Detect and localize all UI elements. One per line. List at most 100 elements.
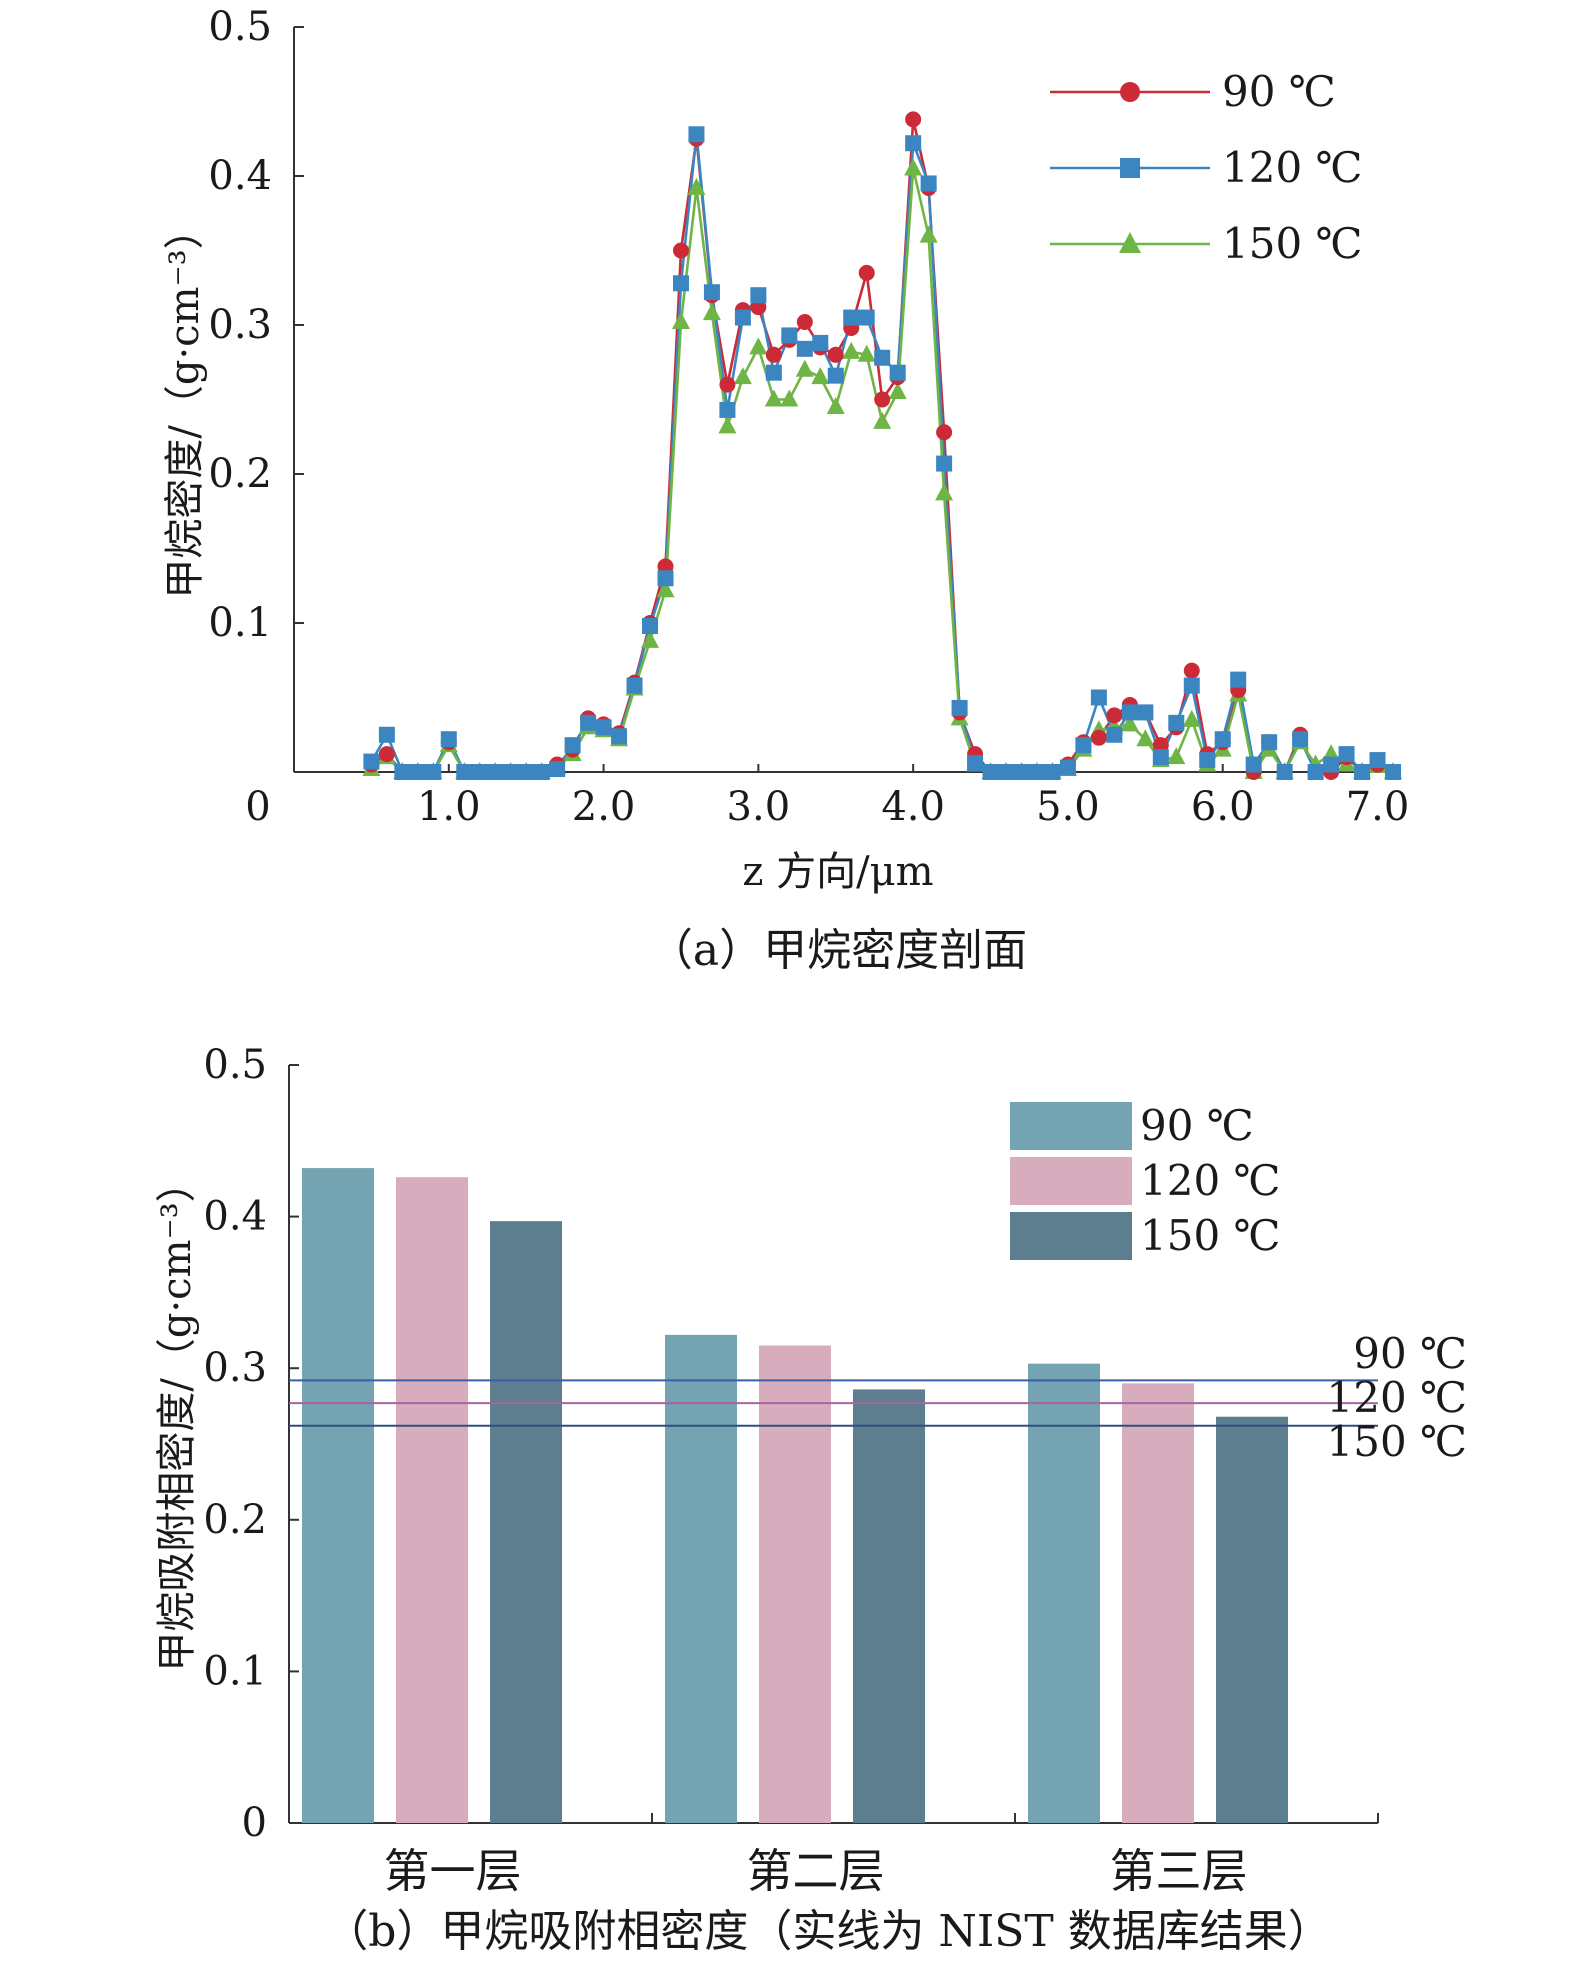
a-point-series-2 [812, 334, 829, 351]
a-point-series-3 [733, 367, 752, 385]
b-bar-2 [1122, 1383, 1194, 1823]
a-point-series-2 [471, 764, 488, 780]
panel-b-bars [302, 1168, 1288, 1823]
a-point-series-3 [749, 337, 768, 355]
b-y-tick-label: 0.2 [203, 1497, 267, 1543]
a-point-series-2 [1044, 764, 1061, 780]
a-point-series-2 [626, 677, 643, 694]
a-point-series-1 [905, 111, 922, 128]
a-point-series-2 [378, 726, 395, 743]
b-y-tick-label: 0.5 [203, 1042, 267, 1088]
a-point-series-2 [858, 309, 875, 326]
a-point-series-2 [1106, 726, 1123, 743]
b-bar-1 [1028, 1363, 1100, 1823]
panel-a-y-axis-label: 甲烷密度/（g·cm⁻³） [162, 209, 208, 598]
a-x-tick-label: 7.0 [1346, 784, 1410, 830]
b-reference-label: 150 ℃ [1327, 1417, 1468, 1466]
a-x-tick-label: 2.0 [572, 784, 636, 830]
a-point-series-2 [750, 287, 767, 304]
panel-b-legend: 90 ℃ 120 ℃ 150 ℃ [1010, 1101, 1281, 1260]
a-point-series-3 [795, 359, 814, 377]
a-point-series-1 [719, 376, 736, 393]
a-point-series-2 [827, 367, 844, 384]
a-point-series-3 [687, 177, 706, 195]
a-point-series-2 [595, 719, 612, 736]
a-point-series-2 [982, 764, 999, 780]
a-point-series-1 [1106, 707, 1123, 724]
a-point-series-3 [935, 483, 954, 501]
a-point-series-2 [998, 764, 1015, 780]
a-y-tick-label: 0.3 [208, 302, 272, 348]
a-point-series-2 [1090, 689, 1107, 706]
b-bar-2 [396, 1177, 468, 1823]
a-point-series-2 [363, 753, 380, 770]
a-point-series-1 [858, 264, 875, 281]
b-reference-label: 90 ℃ [1353, 1329, 1467, 1378]
b-bar-3 [490, 1221, 562, 1823]
a-point-series-1 [827, 346, 844, 363]
a-point-series-2 [967, 755, 984, 772]
b-legend-swatch [1010, 1102, 1132, 1150]
a-point-series-2 [920, 175, 937, 192]
a-point-series-1 [936, 424, 953, 441]
a-point-series-2 [1307, 764, 1324, 780]
a-point-series-3 [826, 396, 845, 414]
panel-b-y-axis-label: 甲烷吸附相密度/（g·cm⁻³） [154, 1162, 200, 1671]
a-point-series-1 [874, 391, 891, 408]
a-point-series-2 [1276, 764, 1293, 780]
a-point-series-2 [843, 309, 860, 326]
b-y-tick-label: 0.1 [203, 1648, 267, 1694]
a-y-tick-label: 0.4 [208, 153, 272, 199]
a-legend-marker [1120, 158, 1140, 178]
b-bar-1 [665, 1334, 737, 1823]
a-point-series-2 [1261, 734, 1278, 751]
a-point-series-1 [796, 314, 813, 331]
a-point-series-3 [842, 341, 861, 359]
b-legend-label: 90 ℃ [1140, 1101, 1254, 1150]
a-point-series-3 [873, 411, 892, 429]
a-legend-marker [1120, 82, 1140, 102]
a-point-series-2 [765, 364, 782, 381]
a-point-series-3 [919, 225, 938, 243]
a-point-series-2 [440, 731, 457, 748]
a-point-series-3 [656, 580, 675, 598]
a-point-series-2 [936, 455, 953, 472]
a-point-series-2 [394, 764, 411, 780]
a-point-series-2 [1183, 677, 1200, 694]
a-point-series-2 [549, 761, 566, 778]
a-point-series-2 [1013, 764, 1030, 780]
a-point-series-2 [1152, 749, 1169, 766]
a-point-series-2 [889, 364, 906, 381]
a-point-series-2 [719, 401, 736, 418]
a-point-series-2 [1028, 764, 1045, 780]
a-point-series-2 [1230, 671, 1247, 688]
a-point-series-2 [734, 309, 751, 326]
a-point-series-3 [888, 382, 907, 400]
a-x-tick-label: 4.0 [881, 784, 945, 830]
a-point-series-2 [657, 570, 674, 587]
a-point-series-2 [642, 617, 659, 634]
a-point-series-2 [1369, 752, 1386, 769]
a-point-series-2 [533, 764, 550, 780]
b-bar-3 [1216, 1416, 1288, 1823]
a-point-series-1 [672, 242, 689, 259]
panel-a-caption: （a）甲烷密度剖面 [649, 925, 1027, 976]
b-y-tick-label: 0.3 [203, 1345, 267, 1391]
panel-b-caption: （b）甲烷吸附相密度（实线为 NIST 数据库结果） [324, 1906, 1332, 1957]
a-x-tick-label: 3.0 [727, 784, 791, 830]
a-x-tick-label: 6.0 [1191, 784, 1255, 830]
a-point-series-2 [951, 699, 968, 716]
a-point-series-2 [1338, 746, 1355, 763]
a-y-tick-label: 0.2 [208, 451, 272, 497]
a-point-series-3 [764, 389, 783, 407]
panel-a-legend: 90 ℃ 120 ℃ 150 ℃ [1050, 67, 1363, 268]
a-point-series-1 [1090, 729, 1107, 746]
a-point-series-2 [1168, 714, 1185, 731]
a-y-tick-label: 0.5 [208, 4, 272, 50]
b-category-label: 第一层 [384, 1844, 522, 1898]
a-point-series-3 [780, 389, 799, 407]
a-point-series-3 [904, 158, 923, 176]
a-point-series-2 [1121, 704, 1138, 721]
